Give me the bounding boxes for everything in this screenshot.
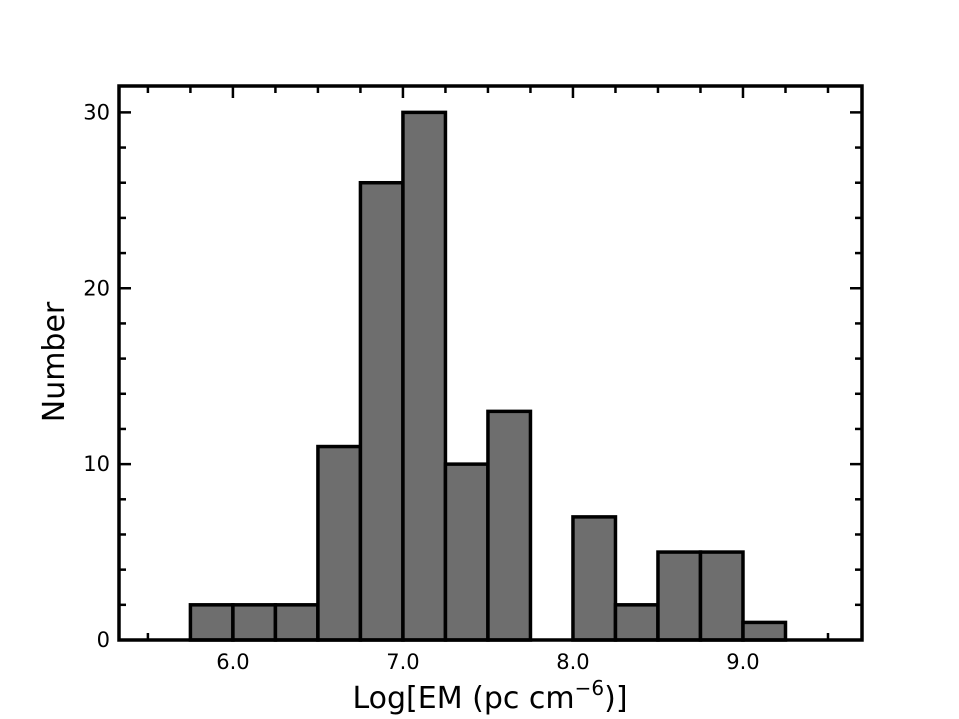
histogram-bar-3 <box>316 444 363 642</box>
histogram-bar-1 <box>231 603 278 642</box>
y-tick-label: 10 <box>83 452 110 476</box>
histogram-bar-10 <box>613 603 660 642</box>
histogram-bar-11 <box>656 550 703 642</box>
x-tick-labels: 6.0 7.0 8.0 9.0 <box>216 650 759 674</box>
histogram-bars <box>188 110 788 642</box>
y-tick-labels: 0 10 20 30 <box>83 100 110 652</box>
y-tick-label: 20 <box>83 276 110 300</box>
histogram-bar-7 <box>486 409 533 642</box>
y-tick-label: 30 <box>83 100 110 124</box>
y-axis-label: Number <box>37 301 72 422</box>
x-axis-label: Log[EM (pc cm−6)] <box>352 676 627 716</box>
histogram-bar-9 <box>571 515 618 642</box>
histogram-bar-13 <box>741 620 788 642</box>
x-tick-label: 6.0 <box>216 650 249 674</box>
histogram-bar-2 <box>273 603 320 642</box>
x-tick-label: 7.0 <box>386 650 419 674</box>
histogram-bar-6 <box>443 462 490 642</box>
histogram-bar-12 <box>698 550 745 642</box>
histogram-bar-5 <box>401 110 448 642</box>
y-tick-label: 0 <box>97 628 110 652</box>
x-tick-label: 9.0 <box>726 650 759 674</box>
plot-frame <box>117 84 864 642</box>
x-tick-label: 8.0 <box>556 650 589 674</box>
histogram-bar-4 <box>358 180 405 642</box>
histogram-bar-0 <box>188 603 235 642</box>
